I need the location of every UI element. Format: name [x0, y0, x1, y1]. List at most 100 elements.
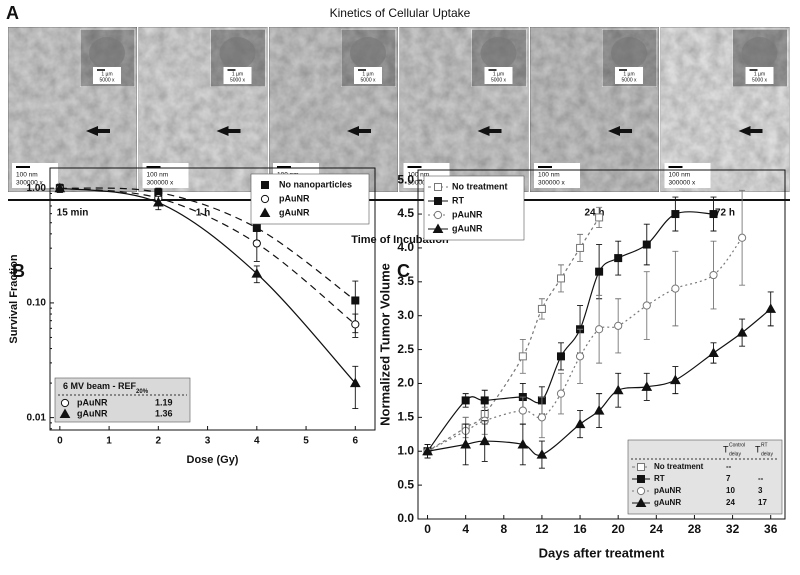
magnification-label: 300000 x [408, 180, 435, 187]
table-header-sup: Control [729, 442, 745, 448]
cell-outline [741, 37, 778, 69]
marker [670, 374, 681, 385]
marker [556, 274, 565, 283]
scale-label: 100 nm [16, 172, 38, 179]
inset-scale-box [223, 67, 252, 84]
marker [736, 327, 748, 337]
x-tick-label: 0 [57, 436, 63, 447]
x-tick-label: 4 [254, 436, 260, 447]
scale-label: 100 nm [147, 172, 169, 179]
magnification-label: 300000 x [538, 180, 565, 187]
x-tick-label: 28 [688, 522, 702, 536]
marker [595, 325, 604, 334]
table-title: 6 MV beam - REF20% [63, 381, 149, 394]
table-box [54, 377, 191, 423]
y-tick-label: 1.0 [397, 443, 414, 457]
table-cell: 3 [758, 486, 763, 495]
table-cell: gAuNR [654, 498, 681, 507]
arrow [738, 126, 763, 136]
marker [614, 254, 623, 263]
panel-letter: A [6, 3, 19, 23]
legend-label: pAuNR [452, 209, 483, 219]
time-label: 24 h [584, 208, 604, 219]
table-title-sub: 20% [136, 389, 149, 395]
series-line [427, 211, 714, 452]
x-tick-label: 20 [612, 522, 626, 536]
table-cell: 24 [726, 498, 735, 507]
y-tick-label: 3.5 [397, 274, 414, 288]
marker [537, 304, 546, 313]
arrow [477, 126, 502, 136]
x-tick-label: 8 [500, 522, 507, 536]
legend-label: gAuNR [279, 207, 310, 217]
arrow [216, 126, 241, 136]
scale-label: 100 nm [669, 172, 691, 179]
inset-scale-box [93, 67, 121, 84]
x-tick-label: 12 [535, 522, 549, 536]
time-label: 15 min [57, 208, 89, 219]
marker [54, 182, 66, 193]
marker [259, 207, 271, 217]
table-header-sup: RT [761, 442, 768, 448]
marker [517, 438, 529, 449]
marker [738, 233, 747, 242]
inset-scale: 1 µm [754, 71, 765, 77]
inset-magnification: 5000 x [230, 77, 246, 83]
marker [518, 406, 527, 415]
x-tick-label: 4 [462, 522, 469, 536]
marker [575, 352, 585, 361]
table-box [627, 439, 783, 515]
table-header: T [755, 444, 761, 454]
marker [480, 396, 489, 405]
magnification-label: 300000 x [669, 180, 696, 187]
marker [671, 284, 680, 293]
series-line [59, 187, 356, 301]
plot-frame [417, 169, 786, 520]
marker [709, 210, 718, 219]
marker [537, 413, 547, 422]
cell-outline [480, 37, 517, 69]
legend-label: gAuNR [452, 223, 483, 233]
table-cell: 1.19 [155, 397, 173, 407]
marker [351, 320, 360, 329]
inset-scale-box [354, 67, 382, 84]
magnification-label: 300000 x [147, 180, 174, 187]
marker [60, 398, 70, 408]
error-bar [352, 365, 359, 409]
plot-frame [49, 167, 376, 431]
inset-scale: 1 µm [232, 71, 243, 77]
marker [635, 497, 647, 507]
table-cell: 1.36 [155, 408, 173, 418]
y-axis-label: Survival Fraction [8, 254, 20, 344]
scale-label: 100 nm [538, 172, 560, 179]
series-line [427, 217, 600, 452]
arrow [347, 126, 371, 136]
legend-label: No treatment [452, 181, 508, 191]
table-cell: No treatment [654, 462, 704, 471]
y-tick-label: 0.10 [27, 298, 47, 309]
y-tick-label: 5.0 [397, 172, 414, 186]
table-cell: -- [758, 474, 764, 483]
marker [708, 347, 719, 357]
panel-letter: C [397, 261, 410, 281]
marker [765, 303, 777, 313]
marker [642, 240, 651, 249]
marker [518, 352, 527, 361]
marker [461, 396, 470, 405]
series-line [59, 187, 356, 384]
marker [351, 296, 360, 305]
marker [709, 270, 718, 280]
y-tick-label: 1.5 [397, 410, 414, 424]
legend-label: No nanoparticles [279, 179, 352, 189]
inset-magnification: 5000 x [99, 77, 115, 83]
marker [637, 463, 645, 471]
inset-scale: 1 µm [623, 71, 634, 77]
marker [536, 449, 548, 459]
y-tick-label: 1.00 [27, 183, 47, 194]
marker [460, 438, 472, 449]
x-tick-label: 0 [424, 522, 431, 536]
panel-title: Kinetics of Cellular Uptake [330, 6, 471, 20]
